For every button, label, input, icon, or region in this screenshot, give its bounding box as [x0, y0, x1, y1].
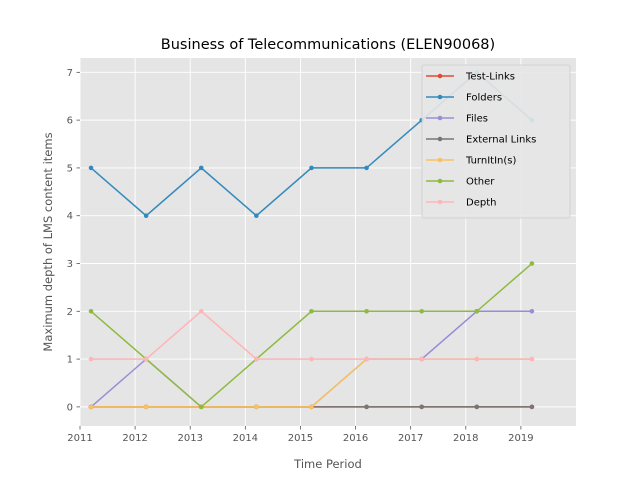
- data-point-folders: [309, 165, 314, 171]
- legend-marker: [437, 73, 443, 79]
- x-tick-label: 2019: [508, 433, 533, 444]
- data-point-folders: [364, 165, 369, 171]
- legend-box: [421, 64, 571, 219]
- y-axis-label: Maximum depth of LMS content items: [41, 132, 55, 351]
- chart-title: Business of Telecommunications (ELEN9006…: [161, 37, 495, 53]
- legend-label: Other: [466, 177, 495, 188]
- data-point-turnitin-s: [88, 404, 94, 410]
- data-point-depth: [143, 356, 149, 362]
- y-tick-label: 4: [67, 211, 73, 222]
- x-tick-label: 2018: [453, 433, 478, 444]
- x-tick-label: 2011: [67, 433, 92, 444]
- legend-label: Files: [466, 114, 488, 125]
- legend-marker: [437, 199, 443, 205]
- data-point-depth: [309, 356, 314, 362]
- x-tick-label: 2012: [122, 433, 147, 444]
- data-point-depth: [198, 308, 204, 314]
- data-point-other: [88, 308, 94, 314]
- data-point-folders: [198, 165, 204, 171]
- y-tick-label: 2: [67, 307, 73, 318]
- legend-label: External Links: [466, 135, 536, 146]
- legend-marker: [437, 115, 443, 121]
- data-point-folders: [254, 213, 259, 219]
- legend-label: TurnItIn(s): [465, 156, 516, 167]
- data-point-other: [419, 308, 424, 314]
- x-tick-label: 2015: [288, 433, 313, 444]
- data-point-depth: [254, 356, 259, 362]
- legend-label: Depth: [466, 198, 496, 209]
- y-axis-ticks: 0 1 2 3 4 5 6 7: [67, 68, 80, 413]
- data-point-other: [309, 308, 314, 314]
- y-tick-label: 5: [67, 163, 73, 174]
- data-point-external-links: [364, 404, 369, 410]
- data-point-turnitin-s: [309, 404, 314, 410]
- data-point-external-links: [474, 404, 480, 410]
- x-axis-label: Time Period: [293, 457, 362, 471]
- legend-marker: [437, 157, 443, 163]
- y-tick-label: 3: [67, 259, 73, 270]
- legend: Test-Links Folders Files External Links Turn…: [421, 64, 571, 219]
- data-point-depth: [474, 356, 480, 362]
- x-tick-label: 2017: [398, 433, 423, 444]
- series-depth: [88, 308, 535, 362]
- data-point-other: [529, 261, 535, 266]
- legend-marker: [437, 178, 443, 184]
- data-point-external-links: [419, 404, 424, 410]
- data-point-depth: [364, 356, 369, 362]
- y-tick-label: 6: [67, 116, 73, 127]
- data-point-external-links: [529, 404, 535, 410]
- data-point-depth: [88, 356, 94, 362]
- legend-marker: [437, 136, 443, 142]
- data-point-other: [474, 308, 480, 314]
- y-tick-label: 7: [67, 68, 73, 79]
- y-tick-label: 0: [67, 402, 73, 413]
- data-point-turnitin-s: [143, 404, 149, 410]
- legend-label: Test-Links: [465, 72, 515, 83]
- data-point-files: [529, 308, 535, 314]
- x-tick-label: 2014: [233, 433, 258, 444]
- data-point-depth: [419, 356, 424, 362]
- data-point-folders: [143, 213, 149, 219]
- legend-label: Folders: [466, 93, 502, 104]
- x-tick-label: 2016: [343, 433, 368, 444]
- x-axis-ticks: 2011 2012 2013 2014 2015 2016 2017 2018 2019: [67, 426, 534, 444]
- data-point-other: [364, 308, 369, 314]
- legend-marker: [437, 94, 443, 100]
- y-tick-label: 1: [67, 355, 73, 366]
- data-point-other: [198, 404, 204, 410]
- data-point-depth: [529, 356, 535, 362]
- data-point-folders: [88, 165, 94, 171]
- data-point-turnitin-s: [254, 404, 259, 410]
- x-tick-label: 2013: [177, 433, 202, 444]
